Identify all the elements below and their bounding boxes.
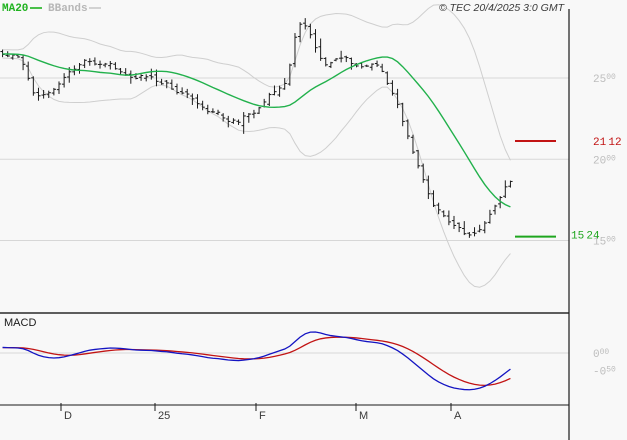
svg-text:BBands: BBands — [48, 3, 88, 15]
svg-text:MA20: MA20 — [2, 3, 28, 15]
svg-text:A: A — [454, 410, 462, 422]
svg-text:15 24: 15 24 — [571, 231, 600, 243]
svg-text:F: F — [259, 410, 266, 422]
svg-text:D: D — [64, 410, 72, 422]
svg-text:MACD: MACD — [4, 317, 36, 329]
svg-text:M: M — [359, 410, 368, 422]
svg-text:21 12: 21 12 — [593, 137, 622, 149]
svg-text:© TEC 20/4/2025 3:0 GMT: © TEC 20/4/2025 3:0 GMT — [439, 2, 566, 14]
svg-text:25: 25 — [158, 410, 170, 422]
